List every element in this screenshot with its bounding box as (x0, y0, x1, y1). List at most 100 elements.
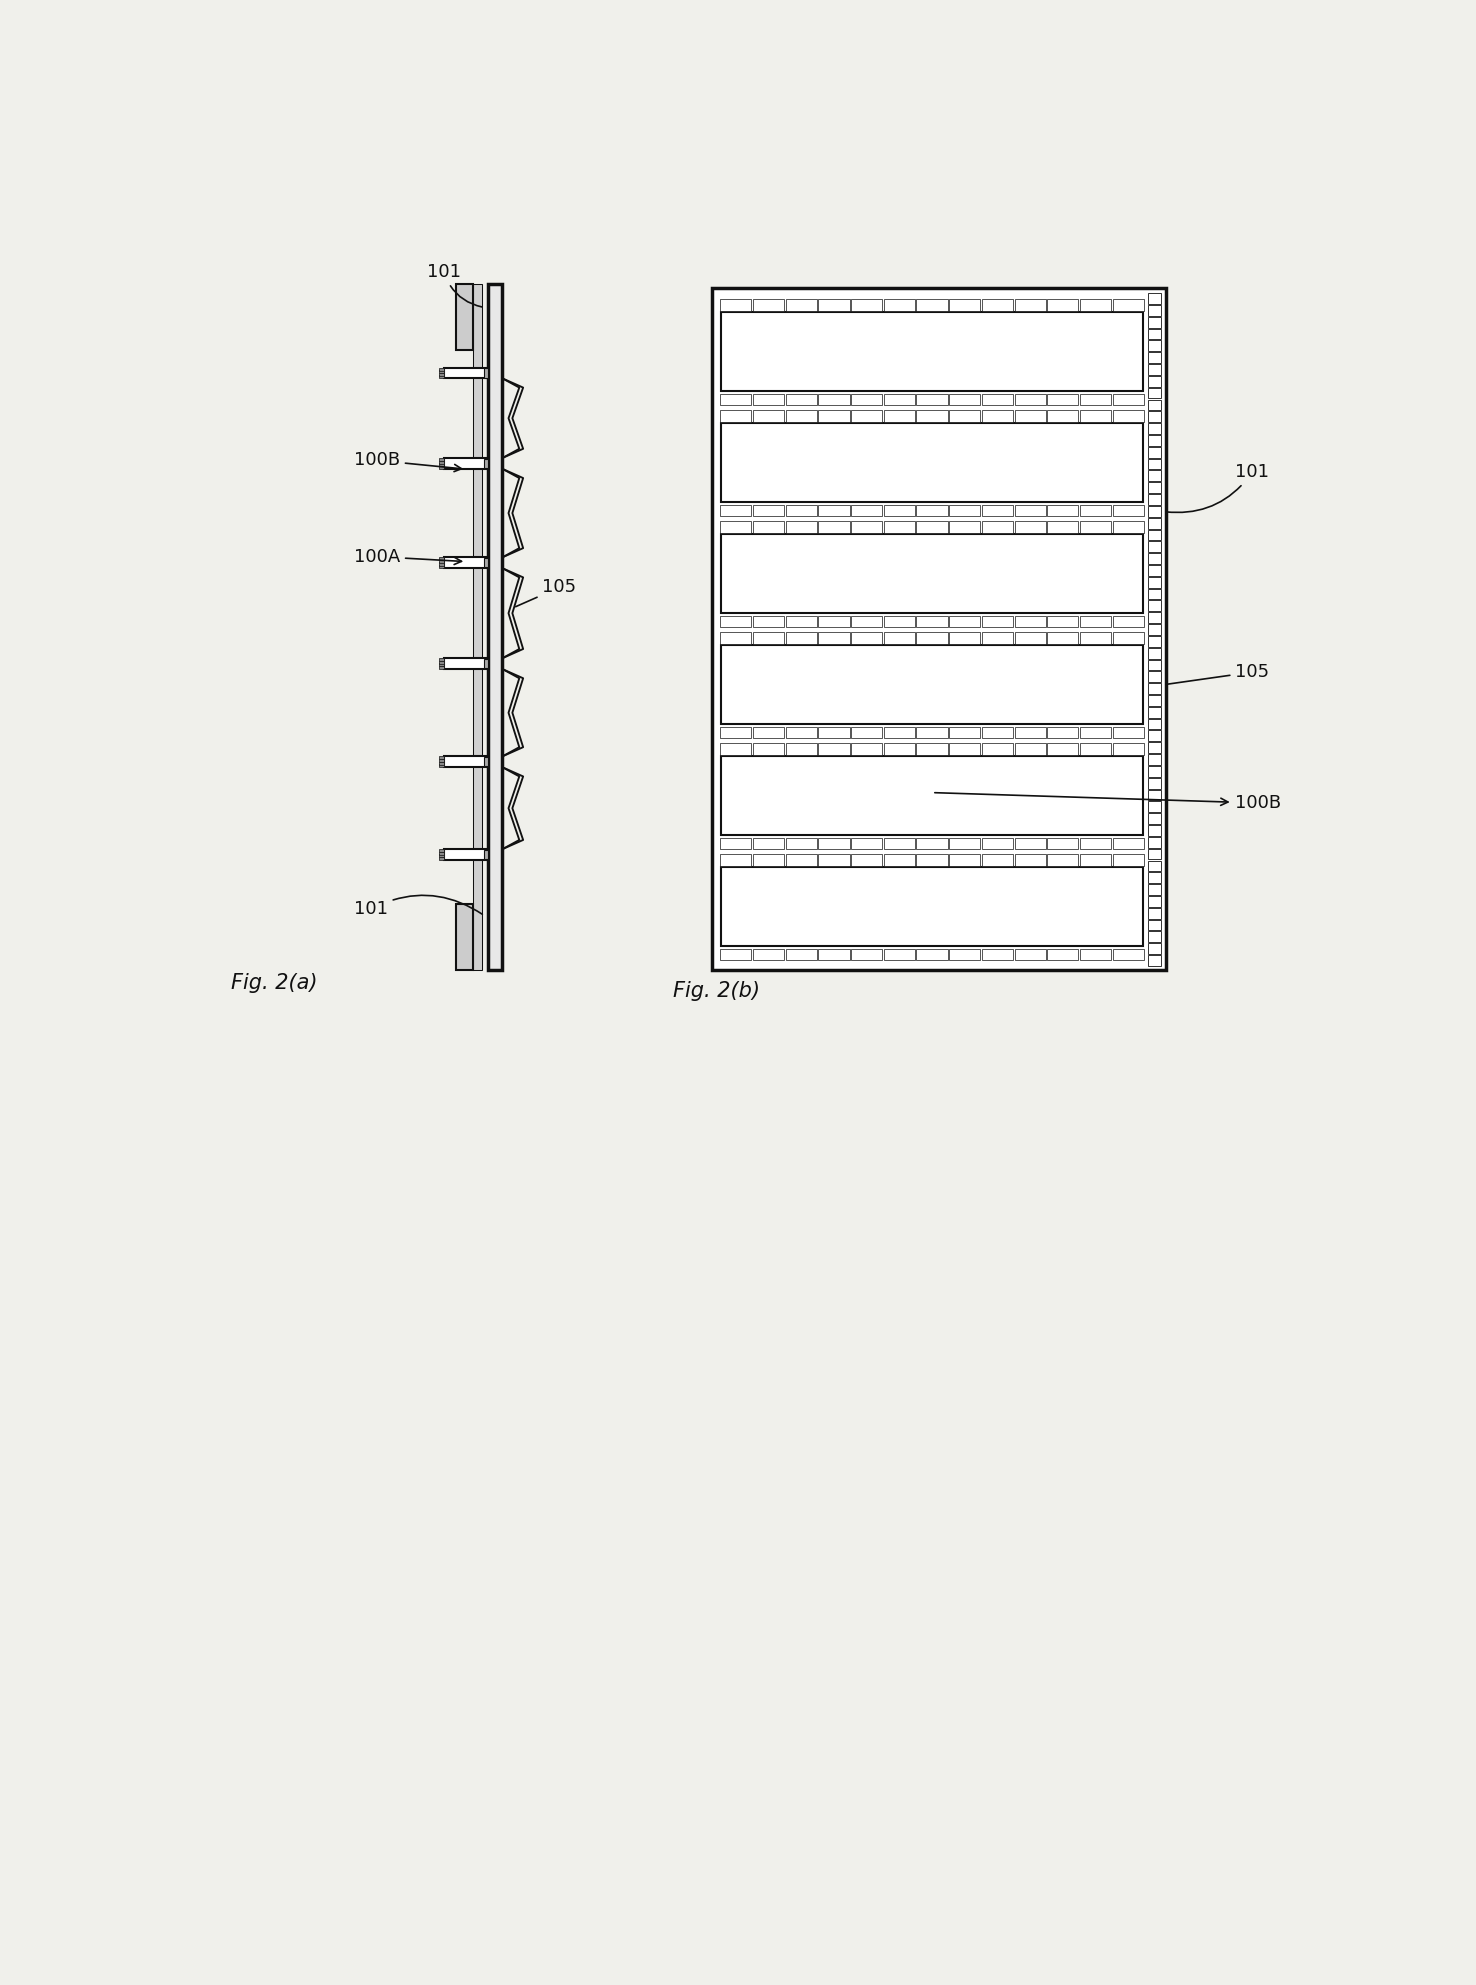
Bar (818, 300, 850, 310)
Bar (982, 411, 1013, 421)
Bar (884, 949, 915, 961)
Bar (720, 742, 751, 754)
Bar (949, 949, 980, 961)
Text: 101: 101 (354, 895, 483, 919)
Bar (1014, 411, 1045, 421)
Bar (1113, 838, 1144, 850)
Bar (949, 615, 980, 627)
Bar (852, 615, 883, 627)
Text: Fig. 2(b): Fig. 2(b) (673, 981, 760, 1000)
Bar (440, 560, 444, 564)
Bar (1014, 393, 1045, 405)
Bar (440, 558, 444, 560)
Bar (1046, 742, 1079, 754)
Bar (917, 615, 948, 627)
Bar (1148, 919, 1162, 931)
Bar (722, 756, 1142, 836)
Bar (1148, 578, 1162, 588)
Bar (440, 463, 444, 466)
Bar (444, 367, 489, 379)
Bar (444, 558, 489, 568)
Bar (1148, 671, 1162, 683)
Bar (818, 727, 850, 738)
Text: 101: 101 (1166, 463, 1269, 512)
Bar (1148, 742, 1162, 752)
Bar (1046, 949, 1079, 961)
Bar (818, 854, 850, 865)
Bar (1148, 530, 1162, 540)
Bar (785, 949, 816, 961)
Bar (1014, 727, 1045, 738)
Bar (852, 504, 883, 516)
Text: 105: 105 (515, 578, 577, 607)
Bar (440, 850, 444, 852)
Bar (982, 742, 1013, 754)
Bar (720, 727, 751, 738)
Bar (1148, 611, 1162, 623)
Bar (444, 659, 489, 669)
Bar (818, 504, 850, 516)
Bar (1113, 300, 1144, 310)
Bar (1014, 504, 1045, 516)
Bar (1148, 695, 1162, 707)
Bar (444, 850, 489, 860)
Bar (1148, 399, 1162, 411)
Bar (1148, 790, 1162, 800)
Bar (722, 645, 1142, 725)
Bar (1148, 482, 1162, 492)
Bar (1014, 631, 1045, 643)
Bar (1148, 554, 1162, 564)
Bar (753, 742, 784, 754)
Bar (1080, 504, 1111, 516)
Bar (1148, 351, 1162, 363)
Bar (1148, 802, 1162, 812)
Bar (917, 631, 948, 643)
Bar (1014, 520, 1045, 532)
Bar (489, 284, 502, 971)
Bar (720, 615, 751, 627)
Bar (785, 854, 816, 865)
Bar (440, 663, 444, 667)
Bar (852, 854, 883, 865)
Bar (1148, 838, 1162, 848)
Bar (852, 949, 883, 961)
Text: 100B: 100B (934, 792, 1281, 812)
Bar (917, 393, 948, 405)
Bar (484, 850, 489, 860)
Bar (1148, 435, 1162, 447)
Bar (1148, 306, 1162, 316)
Bar (1046, 504, 1079, 516)
Bar (440, 659, 444, 661)
Bar (1148, 635, 1162, 647)
Bar (753, 727, 784, 738)
Bar (1148, 766, 1162, 776)
Bar (1148, 423, 1162, 435)
Bar (982, 727, 1013, 738)
Bar (1113, 520, 1144, 532)
Bar (456, 284, 474, 349)
Bar (1148, 375, 1162, 387)
Bar (1148, 850, 1162, 860)
Bar (785, 300, 816, 310)
Bar (982, 854, 1013, 865)
Bar (440, 562, 444, 566)
Bar (1148, 447, 1162, 459)
Bar (1046, 300, 1079, 310)
Bar (1148, 955, 1162, 967)
Bar (1113, 631, 1144, 643)
Bar (852, 300, 883, 310)
Bar (1113, 393, 1144, 405)
Bar (1014, 300, 1045, 310)
Text: 101: 101 (427, 262, 483, 308)
Bar (753, 949, 784, 961)
Bar (1046, 631, 1079, 643)
Bar (1148, 566, 1162, 576)
Bar (444, 756, 489, 766)
Bar (444, 459, 489, 468)
Text: Fig. 2(a): Fig. 2(a) (230, 973, 317, 992)
Bar (1148, 683, 1162, 695)
Bar (982, 520, 1013, 532)
Bar (1080, 631, 1111, 643)
Bar (440, 459, 444, 461)
Bar (1080, 727, 1111, 738)
